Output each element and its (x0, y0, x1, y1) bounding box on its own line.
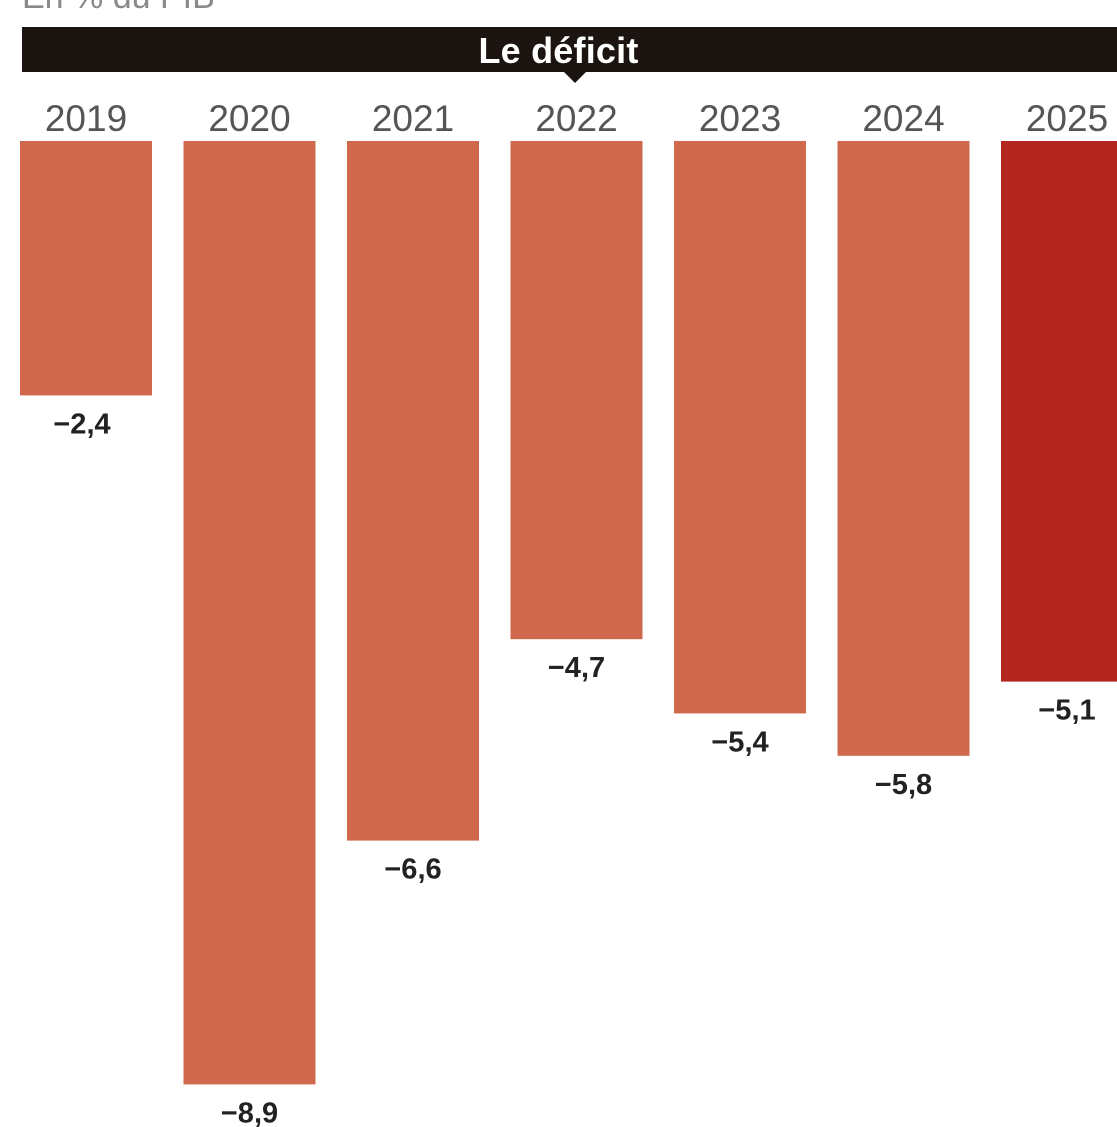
bar-2025 (1001, 141, 1117, 682)
title-pointer (563, 71, 587, 83)
year-label-2025: 2025 (1026, 98, 1108, 139)
year-label-2024: 2024 (862, 98, 944, 139)
bar-2022 (510, 141, 643, 640)
value-label-2024: −5,8 (875, 769, 932, 801)
chart-title: Le déficit (478, 30, 639, 71)
year-label-2023: 2023 (699, 98, 781, 139)
year-label-2019: 2019 (45, 98, 127, 139)
chart-unit-caption: En % du PIB (22, 0, 215, 17)
bar-2020 (183, 141, 316, 1085)
year-label-2020: 2020 (208, 98, 290, 139)
value-label-2021: −6,6 (384, 854, 441, 886)
value-label-2019: −2,4 (53, 408, 110, 440)
bar-2023 (674, 141, 806, 714)
value-label-2022: −4,7 (548, 652, 605, 684)
title-bar (22, 27, 1117, 72)
year-label-2022: 2022 (535, 98, 617, 139)
bar-2024 (837, 141, 970, 756)
value-label-2025: −5,1 (1038, 695, 1095, 727)
value-label-2020: −8,9 (221, 1097, 278, 1127)
year-label-2021: 2021 (372, 98, 454, 139)
value-label-2023: −5,4 (711, 726, 768, 758)
bar-2019 (20, 141, 152, 396)
bar-2021 (347, 141, 479, 841)
